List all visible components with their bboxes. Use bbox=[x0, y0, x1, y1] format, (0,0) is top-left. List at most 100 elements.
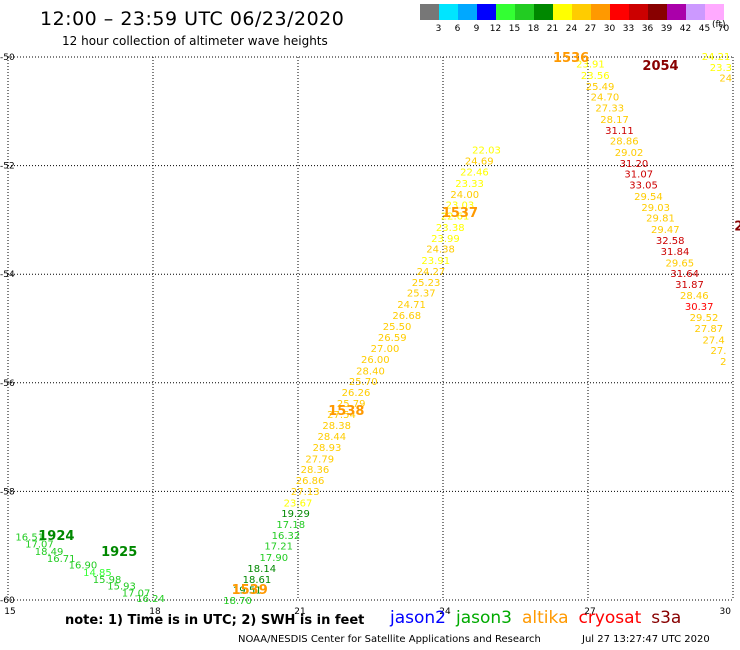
legend-swatch bbox=[534, 4, 553, 20]
wave-height-value: 29.65 bbox=[666, 258, 695, 269]
satellite-name: jason3 bbox=[456, 608, 512, 628]
wave-height-value: 16.90 bbox=[69, 561, 98, 572]
wave-height-value: 28.46 bbox=[680, 291, 709, 302]
legend-swatch bbox=[420, 4, 439, 20]
wave-height-value: 27.87 bbox=[695, 324, 724, 335]
legend-swatch bbox=[648, 4, 667, 20]
x-tick-label: 27 bbox=[584, 607, 595, 617]
wave-height-value: 33.05 bbox=[629, 181, 658, 192]
wave-height-value: 24 bbox=[719, 74, 732, 85]
chart-subtitle: 12 hour collection of altimeter wave hei… bbox=[62, 34, 328, 48]
pass-id-label: 1924 bbox=[38, 529, 74, 544]
pass-id-label: 2054 bbox=[642, 59, 678, 74]
legend-swatch bbox=[686, 4, 705, 20]
legend-swatch bbox=[553, 4, 572, 20]
legend-label: 12 bbox=[489, 24, 502, 34]
wave-height-value: 32.58 bbox=[656, 236, 685, 247]
wave-height-value: 23.03 bbox=[446, 201, 475, 212]
legend-label: 3 bbox=[435, 24, 442, 34]
legend-swatch bbox=[496, 4, 515, 20]
wave-height-value: 28.17 bbox=[600, 115, 629, 126]
wave-height-value: 25.23 bbox=[412, 278, 441, 289]
wave-height-value: 25.79 bbox=[337, 399, 366, 410]
pass-id-label: 2053 bbox=[734, 219, 740, 234]
wave-height-value: 18.14 bbox=[247, 564, 276, 575]
wave-height-value: 19.29 bbox=[281, 509, 310, 520]
wave-height-value: 31.07 bbox=[624, 170, 653, 181]
legend-swatch bbox=[591, 4, 610, 20]
wave-height-value: 18.61 bbox=[243, 575, 272, 586]
legend-label: 27 bbox=[584, 24, 597, 34]
pass-id-label: 1925 bbox=[101, 545, 137, 560]
wave-height-value: 17.90 bbox=[260, 553, 289, 564]
satellite-name: jason2 bbox=[390, 608, 446, 628]
y-tick-label: -56 bbox=[0, 379, 15, 389]
footnote: note: 1) Time is in UTC; 2) SWH is in fe… bbox=[65, 613, 365, 628]
satellite-legend: jason2 jason3 altika cryosat s3a bbox=[390, 608, 691, 628]
wave-height-value: 17.07 bbox=[122, 588, 151, 599]
wave-height-value: 26.86 bbox=[296, 476, 325, 487]
satellite-name: altika bbox=[522, 608, 569, 628]
wave-height-value: 30.37 bbox=[685, 302, 714, 313]
wave-height-value: 22.61 bbox=[441, 212, 470, 223]
wave-height-value: 27.33 bbox=[595, 103, 624, 114]
legend-swatch bbox=[477, 4, 496, 20]
wave-height-value: 28.38 bbox=[322, 421, 351, 432]
x-tick-label: 21 bbox=[294, 607, 305, 617]
wave-height-value: 24.21 bbox=[702, 52, 731, 63]
pass-id-label: 1537 bbox=[442, 206, 478, 221]
pass-id-label: 1538 bbox=[328, 404, 364, 419]
wave-height-value: 25.50 bbox=[383, 322, 412, 333]
wave-height-value: 29.47 bbox=[651, 225, 680, 236]
wave-height-value: 15.93 bbox=[107, 581, 136, 592]
legend-label: 9 bbox=[473, 24, 480, 34]
wave-height-value: 27.4 bbox=[703, 335, 725, 346]
wave-height-value: 25.49 bbox=[586, 82, 615, 93]
legend-swatch bbox=[515, 4, 534, 20]
wave-height-value: 24.27 bbox=[417, 267, 446, 278]
legend-label: 15 bbox=[508, 24, 521, 34]
wave-height-value: 16.32 bbox=[272, 531, 301, 542]
wave-height-value: 29.52 bbox=[690, 313, 719, 324]
credit-line: NOAA/NESDIS Center for Satellite Applica… bbox=[238, 634, 541, 645]
pass-id-label: 1536 bbox=[553, 51, 589, 66]
wave-height-value: 31.64 bbox=[670, 269, 699, 280]
wave-height-value: 24.70 bbox=[591, 93, 620, 104]
wave-height-value: 27.54 bbox=[327, 410, 356, 421]
y-tick-label: -52 bbox=[0, 162, 15, 172]
satellite-name: cryosat bbox=[578, 608, 642, 628]
legend-label: 70 bbox=[717, 24, 730, 34]
wave-height-value: 24.69 bbox=[465, 157, 494, 168]
wave-height-value: 28.86 bbox=[610, 137, 639, 148]
wave-height-value: 23.99 bbox=[431, 234, 460, 245]
wave-height-value: 24.38 bbox=[426, 245, 455, 256]
legend-label: 18 bbox=[527, 24, 540, 34]
wave-height-value: 23.33 bbox=[455, 179, 484, 190]
wave-height-value: 28.44 bbox=[318, 432, 347, 443]
legend-unit: (ft) bbox=[712, 20, 726, 30]
x-tick-label: 30 bbox=[720, 607, 732, 617]
wave-height-value: 17.07 bbox=[25, 540, 54, 551]
wave-height-value: 17.18 bbox=[276, 520, 305, 531]
wave-height-value: 2 bbox=[720, 357, 726, 368]
wave-height-value: 29.03 bbox=[641, 203, 670, 214]
x-tick-label: 18 bbox=[149, 607, 161, 617]
y-tick-label: -54 bbox=[0, 270, 15, 280]
legend-swatch bbox=[572, 4, 591, 20]
x-tick-label: 24 bbox=[439, 607, 451, 617]
wave-height-value: 27. bbox=[711, 346, 727, 357]
legend-label: 36 bbox=[641, 24, 654, 34]
legend-swatch bbox=[458, 4, 477, 20]
wave-height-value: 23.91 bbox=[421, 256, 450, 267]
wave-height-value: 23.56 bbox=[581, 71, 610, 82]
pass-id-label: 1539 bbox=[232, 583, 268, 598]
wave-height-value: 15.98 bbox=[93, 575, 122, 586]
y-tick-label: -50 bbox=[0, 53, 15, 63]
wave-height-value: 23.38 bbox=[436, 223, 465, 234]
wave-height-value: 26.68 bbox=[392, 311, 421, 322]
wave-height-value: 25.70 bbox=[349, 377, 378, 388]
chart-title: 12:00 – 23:59 UTC 06/23/2020 bbox=[40, 8, 345, 30]
wave-height-value: 28.93 bbox=[313, 443, 342, 454]
legend-swatch bbox=[610, 4, 629, 20]
